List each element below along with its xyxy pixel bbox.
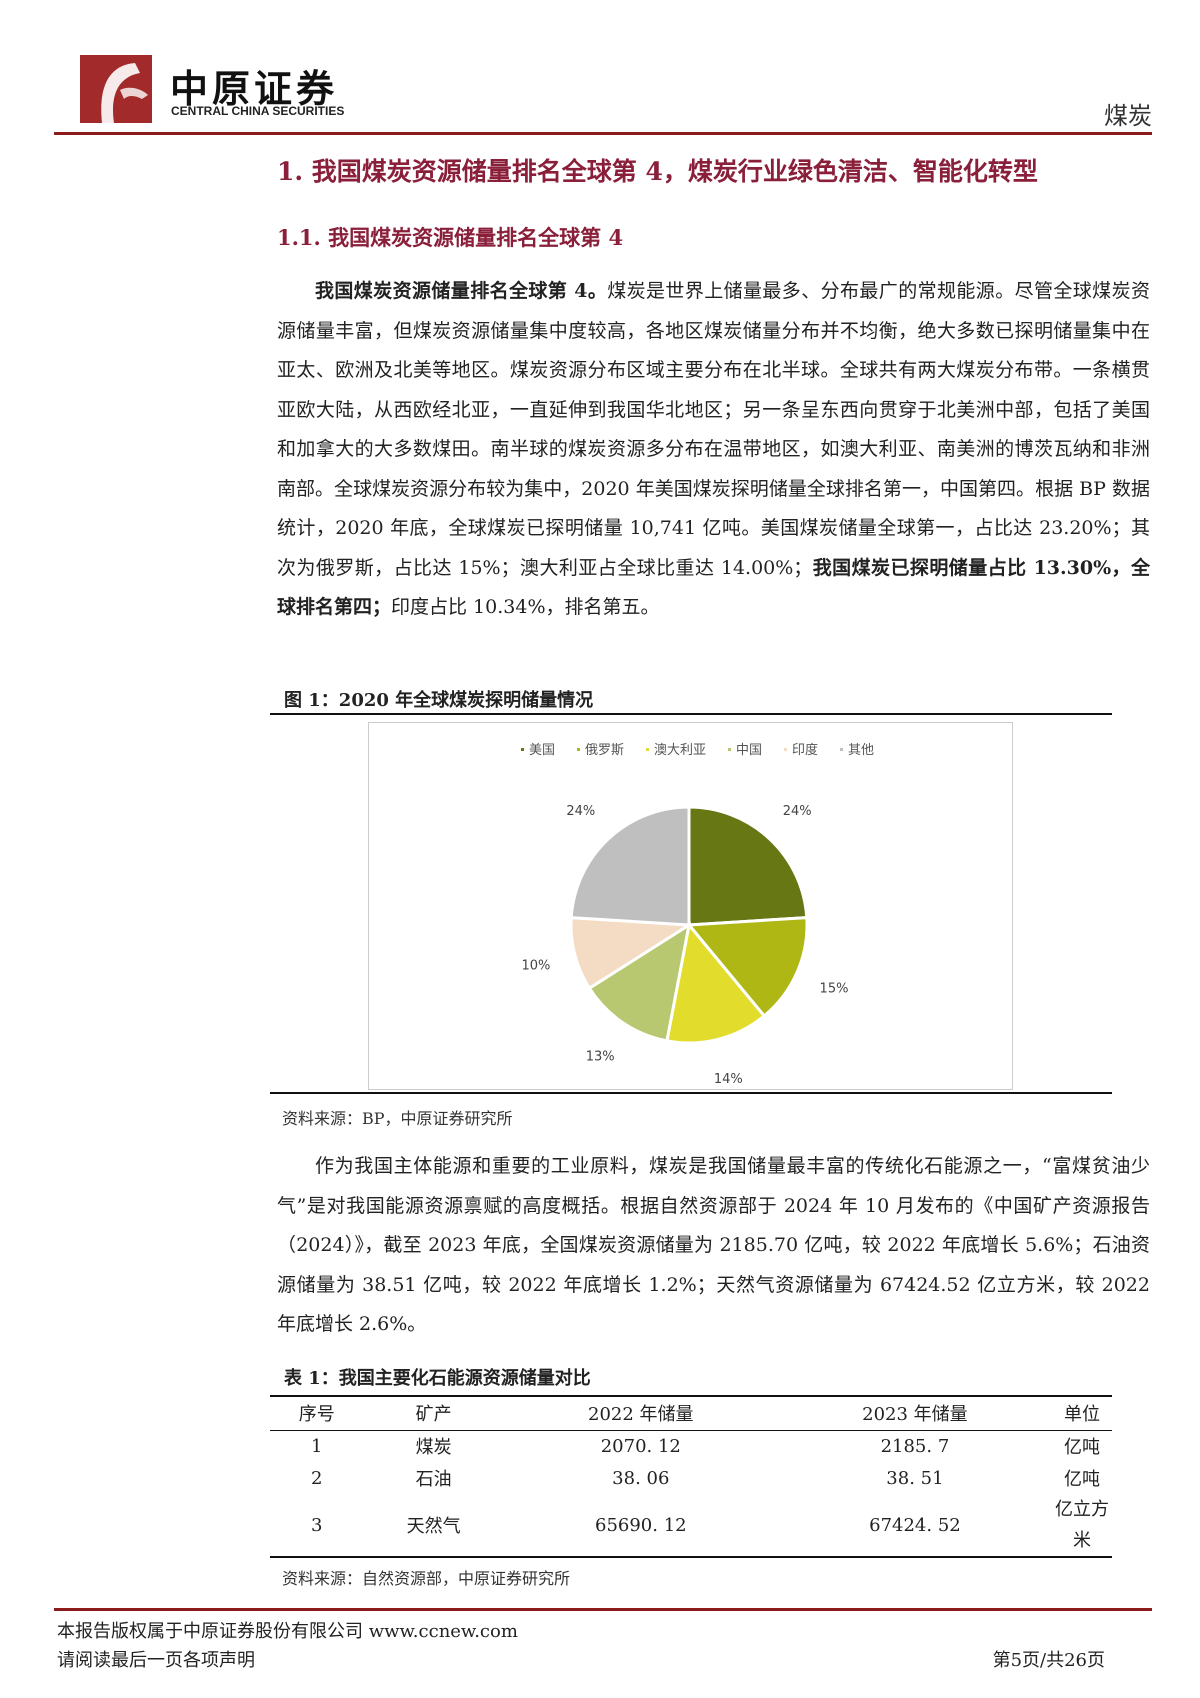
text: 印度占比 10.34%，排名第五。 [391, 596, 660, 618]
footer-disclaimer: 请阅读最后一页各项声明 [57, 1650, 255, 1671]
table-row: 3 天然气 65690. 12 67424. 52 亿立方米 [270, 1494, 1112, 1557]
legend-label: 中国 [736, 743, 762, 758]
legend-label: 俄罗斯 [585, 743, 624, 758]
legend-label: 印度 [792, 742, 818, 758]
col-header: 2022 年储量 [503, 1396, 778, 1431]
footer-divider [54, 1608, 1152, 1611]
pie-slice-其他 [569, 805, 691, 927]
data-label: 24% [566, 804, 595, 819]
data-label: 14% [714, 1072, 743, 1087]
logo-mark [80, 55, 152, 123]
table-row: 2 石油 38. 06 38. 51 亿吨 [270, 1462, 1112, 1494]
col-header: 矿产 [363, 1396, 504, 1431]
data-label: 10% [522, 958, 551, 973]
cell: 2070. 12 [600, 1435, 681, 1457]
figure-source: 资料来源：BP，中原证券研究所 [282, 1109, 513, 1128]
cell: 38. 51 [886, 1467, 944, 1489]
cell: 2 [311, 1467, 323, 1489]
cell: 亿立方米 [1055, 1499, 1109, 1551]
legend-marker [577, 748, 580, 751]
legend-marker [784, 748, 787, 751]
figure-title: 图 1：2020 年全球煤炭探明储量情况 [284, 690, 594, 711]
pie-slice-美国 [687, 805, 809, 927]
cell: 1 [311, 1435, 323, 1457]
cell: 2185. 7 [880, 1435, 950, 1457]
pie-slice-俄罗斯 [685, 915, 809, 1019]
figure-top-rule [270, 713, 1112, 715]
pie-chart: 美国 俄罗斯 澳大利亚 中国 印度 其他 24% 15% 14% 13% 10% 24% [368, 722, 1013, 1090]
subsection-heading: 1.1. 我国煤炭资源储量排名全球第 4 [277, 225, 624, 250]
legend-label: 美国 [529, 743, 555, 758]
sector-label: 煤炭 [1104, 102, 1152, 130]
pie-chart-svg: 美国 俄罗斯 澳大利亚 中国 印度 其他 24% 15% 14% 13% 10% 24% [521, 742, 874, 1087]
data-label: 15% [820, 982, 849, 997]
legend-marker [646, 748, 649, 751]
cell: 38. 06 [612, 1467, 670, 1489]
pie-slice-中国 [587, 921, 692, 1043]
legend-label: 其他 [848, 743, 874, 758]
cell: 65690. 12 [595, 1514, 687, 1536]
footer-copyright: 本报告版权属于中原证券股份有限公司 www.ccnew.com [57, 1621, 518, 1642]
legend-marker [728, 748, 731, 751]
section-heading: 1. 我国煤炭资源储量排名全球第 4，煤炭行业绿色清洁、智能化转型 [277, 157, 1038, 186]
bold-text: 我国煤炭已探明储量占比 13.30%，全球排名第四； [277, 556, 1150, 619]
header-divider [54, 132, 1152, 135]
logo-text: 中原证券 [170, 66, 339, 111]
table-source: 资料来源：自然资源部，中原证券研究所 [282, 1569, 571, 1588]
col-header: 序号 [270, 1396, 364, 1431]
legend-marker [521, 748, 524, 751]
logo-english: CENTRAL CHINA SECURITIES [171, 104, 345, 118]
page-number: 第5页/共26页 [992, 1650, 1105, 1671]
cell: 煤炭 [415, 1437, 452, 1459]
paragraph-1: 我国煤炭资源储量排名全球第 4。煤炭是世界上储量最多、分布最广的常规能源。尽管全… [277, 272, 1150, 628]
data-label: 13% [586, 1050, 615, 1065]
cell: 亿吨 [1064, 1469, 1100, 1490]
cell: 天然气 [406, 1516, 461, 1537]
cell: 亿吨 [1064, 1437, 1100, 1459]
figure-bottom-rule [270, 1092, 1112, 1094]
legend-marker [840, 748, 843, 751]
pie-slice-澳大利亚 [665, 921, 767, 1045]
cell: 石油 [415, 1469, 452, 1490]
col-header: 单位 [1052, 1396, 1112, 1431]
paragraph-2: 作为我国主体能源和重要的工业原料，煤炭是我国储量最丰富的传统化石能源之一，“富煤… [277, 1155, 1150, 1335]
table-title: 表 1：我国主要化石能源资源储量对比 [284, 1368, 591, 1389]
bold-lead: 我国煤炭资源储量排名全球第 4。 [315, 280, 608, 302]
legend-label: 澳大利亚 [654, 742, 706, 758]
cell: 3 [311, 1514, 323, 1536]
cell: 67424. 52 [869, 1514, 961, 1536]
table-row: 1 煤炭 2070. 12 2185. 7 亿吨 [270, 1430, 1112, 1462]
col-header: 2023 年储量 [777, 1396, 1052, 1431]
text: 煤炭是世界上储量最多、分布最广的常规能源。尽管全球煤炭资源储量丰富，但煤炭资源储… [277, 280, 1150, 579]
reserves-table: 序号 矿产 2022 年储量 2023 年储量 单位 1 煤炭 2070. 12 21… [270, 1395, 1112, 1558]
data-label: 24% [783, 804, 812, 819]
